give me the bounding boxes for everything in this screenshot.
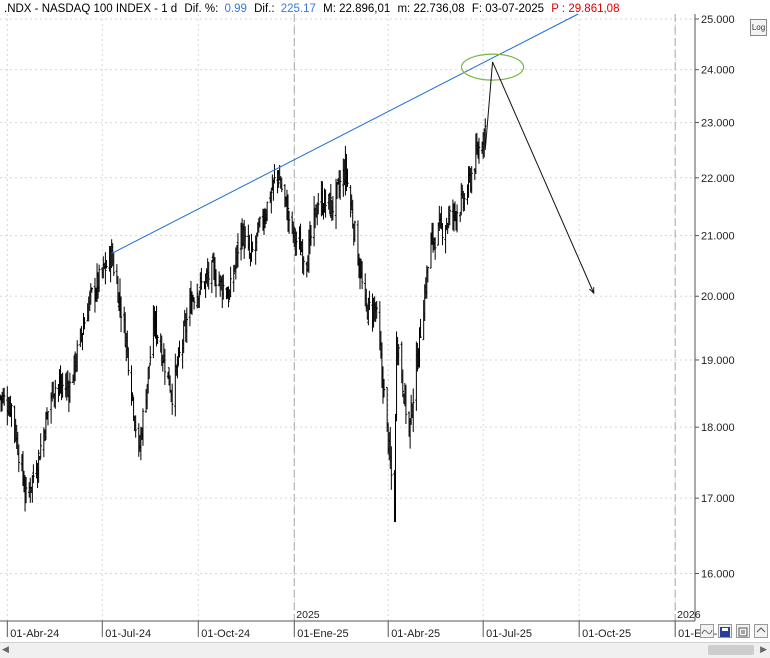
scroll-thumb[interactable] xyxy=(708,645,754,655)
date-label: F: 03-07-2025 xyxy=(472,3,544,15)
x-tick-label: 01-Abr-24 xyxy=(10,628,59,640)
floppy-icon xyxy=(720,627,730,637)
log-scale-button[interactable]: Log xyxy=(750,19,767,36)
x-tick-label: 01-Jul-24 xyxy=(105,628,151,640)
dif-value: 225.17 xyxy=(281,3,316,15)
dif-pct-label: Dif. %: xyxy=(184,3,218,15)
y-axis: 16.000 17.000 18.000 19.000 20.000 21.000 22.0… xyxy=(695,14,735,581)
properties-button[interactable] xyxy=(736,624,750,638)
expand-icon xyxy=(756,627,766,633)
price-bars xyxy=(0,118,487,523)
dif-label: Dif.: xyxy=(254,3,274,15)
chart-mode-button[interactable] xyxy=(700,624,714,638)
header-line: .NDX - NASDAQ 100 INDEX - 1 d Dif. %: 0.… xyxy=(4,3,619,15)
y-tick-label: 22.000 xyxy=(701,173,735,185)
grid-lines xyxy=(0,14,695,621)
y-tick-label: 24.000 xyxy=(701,65,735,77)
save-button[interactable] xyxy=(718,624,732,638)
projection-arrowhead xyxy=(589,287,595,295)
target-ellipse xyxy=(460,53,525,81)
drawing-overlays xyxy=(111,13,595,295)
y-tick-label: 18.000 xyxy=(701,422,735,434)
y-tick-label: 17.000 xyxy=(701,493,735,505)
y-tick-label: 19.000 xyxy=(701,355,735,367)
horizontal-scrollbar[interactable]: ◀ ▶ xyxy=(0,642,770,658)
scroll-right-icon[interactable]: ▶ xyxy=(760,644,767,654)
max-label: M: 22.896,01 xyxy=(323,3,390,15)
y-tick-label: 23.000 xyxy=(701,118,735,130)
y-tick-label: 16.000 xyxy=(701,569,735,581)
y-tick-label: 25.000 xyxy=(701,14,735,26)
year-label: 2025 xyxy=(296,609,320,621)
projection-path xyxy=(484,61,595,294)
dif-pct-value: 0.99 xyxy=(224,3,246,15)
min-label: m: 22.736,08 xyxy=(397,3,464,15)
wave-icon xyxy=(701,629,713,635)
y-tick-label: 20.000 xyxy=(701,291,735,303)
properties-icon xyxy=(738,627,748,637)
x-tick-label: 01-Oct-24 xyxy=(201,628,250,640)
symbol-label: .NDX - NASDAQ 100 INDEX - 1 d xyxy=(4,3,177,15)
year-label: 2026 xyxy=(677,609,701,621)
y-tick-label: 21.000 xyxy=(701,231,735,243)
scroll-left-icon[interactable]: ◀ xyxy=(2,644,9,654)
x-tick-label: 01-Abr-25 xyxy=(391,628,440,640)
x-tick-label: 01-Ene-25 xyxy=(297,628,348,640)
x-tick-label: 01-Oct-25 xyxy=(582,628,631,640)
x-tick-label: 01-Jul-25 xyxy=(486,628,532,640)
price-label: P : 29.861,08 xyxy=(551,3,619,15)
expand-button[interactable] xyxy=(754,624,768,638)
